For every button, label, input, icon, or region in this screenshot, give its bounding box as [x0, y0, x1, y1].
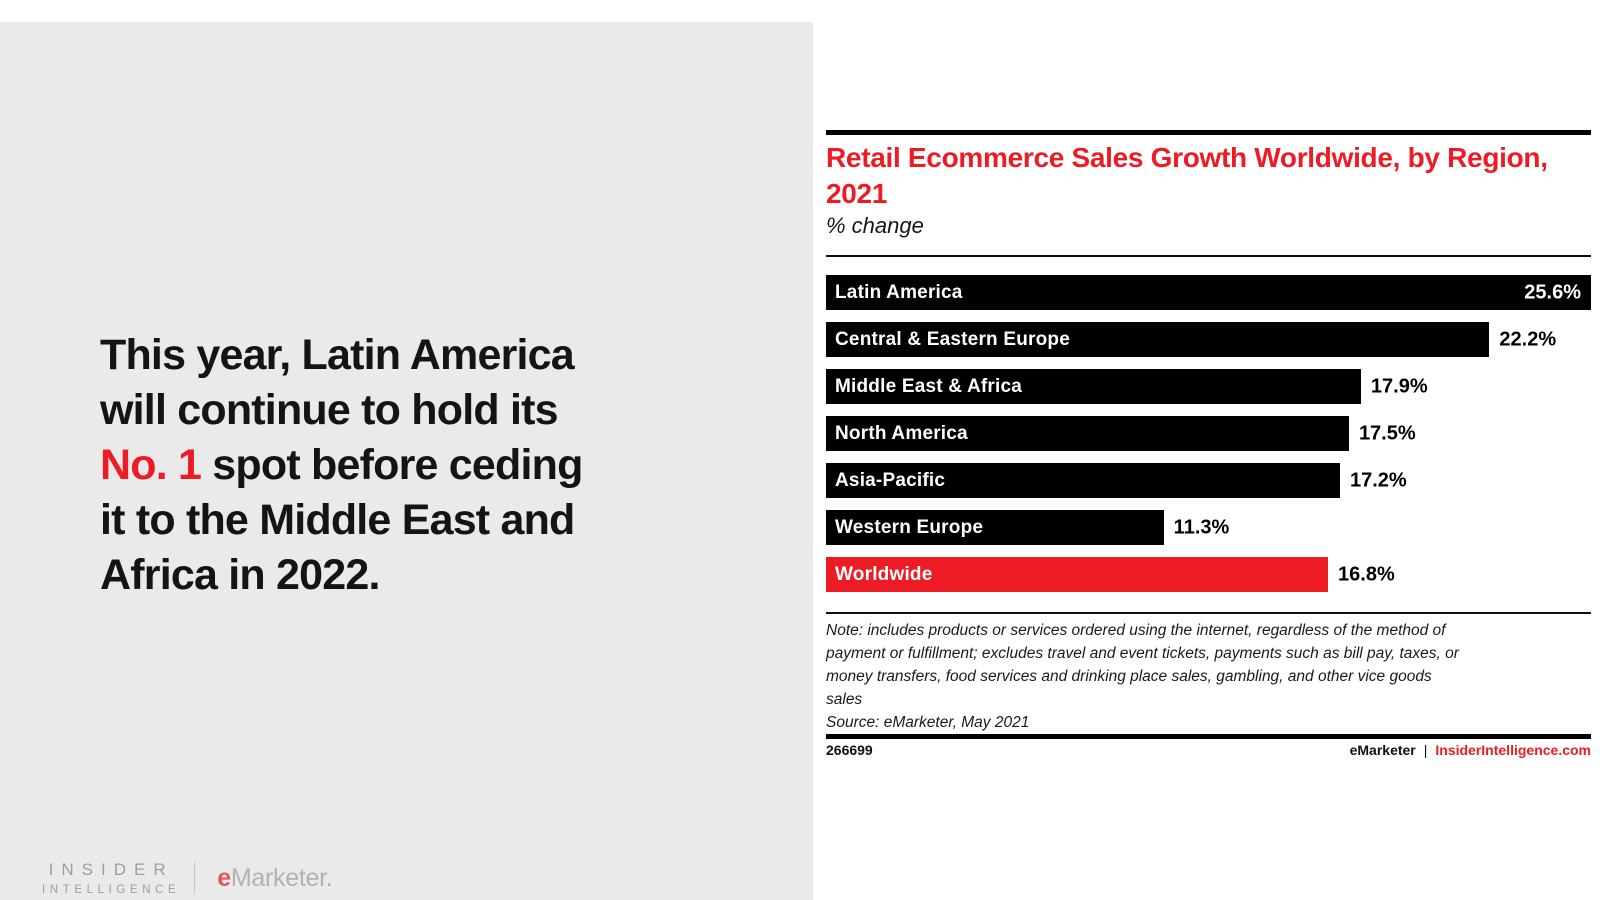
chart-source: Source: eMarketer, May 2021: [826, 714, 1030, 731]
bar: Asia-Pacific: [826, 463, 1340, 498]
bar: North America: [826, 416, 1349, 451]
chart-footer: 266699 eMarketer | InsiderIntelligence.c…: [826, 742, 1591, 758]
bar-label: Asia-Pacific: [835, 469, 946, 491]
footer-rule: [826, 734, 1591, 739]
note-rule: [826, 612, 1591, 614]
emarketer-logo-rest: Marketer.: [230, 863, 333, 892]
left-panel: This year, Latin America will continue to…: [0, 22, 813, 900]
quote-text: This year, Latin America will continue to…: [100, 328, 740, 603]
bar: Middle East & Africa: [826, 369, 1361, 404]
bar-value: 17.2%: [1349, 469, 1407, 491]
bar-value: 11.3%: [1173, 516, 1230, 538]
bar-row: 17.2% Asia-Pacific: [826, 463, 1591, 498]
bar-value: 17.5%: [1358, 422, 1416, 444]
footer-brand-line: eMarketer | InsiderIntelligence.com: [1350, 742, 1591, 758]
bar-label: Middle East & Africa: [835, 375, 1023, 397]
quote-line: it to the Middle East and: [100, 493, 740, 548]
quote-segment: it to the Middle East and: [100, 496, 575, 544]
quote-line: Africa in 2022.: [100, 548, 740, 603]
insider-logo-line1: INSIDER: [48, 860, 174, 879]
bar-row: 11.3% Western Europe: [826, 510, 1591, 545]
chart-subtitle: % change: [826, 213, 924, 238]
bar-row: 16.8% Worldwide: [826, 557, 1591, 592]
bar: Latin America 25.6%: [826, 275, 1591, 310]
bar-chart: Latin America 25.6% 22.2% Central & Eastern…: [826, 275, 1591, 604]
chart-panel: Retail Ecommerce Sales Growth Worldwide,…: [813, 0, 1600, 900]
top-rule: [826, 130, 1591, 135]
bar-label: Worldwide: [835, 563, 933, 585]
quote-segment: This year, Latin America: [100, 331, 575, 379]
bar-value: 16.8%: [1338, 563, 1395, 585]
emarketer-logo: eMarketer.: [217, 864, 332, 893]
bar-value: 22.2%: [1499, 328, 1557, 350]
quote-segment: will continue to hold its: [100, 386, 559, 434]
quote-line: This year, Latin America: [100, 328, 740, 383]
note-block: Note: includes products or services orde…: [826, 619, 1591, 734]
bar-label: Western Europe: [835, 516, 984, 538]
bar-label: Central & Eastern Europe: [835, 328, 1070, 350]
quote-line: No. 1 spot before ceding: [100, 438, 740, 493]
insider-logo-line2: INTELLIGENCE: [42, 884, 181, 896]
bar: Western Europe: [826, 510, 1164, 545]
bar: Central & Eastern Europe: [826, 322, 1490, 357]
footer-pipe: |: [1423, 742, 1428, 758]
insider-intelligence-logo: INSIDER INTELLIGENCE: [42, 860, 180, 896]
bar-label: North America: [835, 422, 968, 444]
emarketer-logo-e: e: [217, 863, 231, 892]
bar-row: 17.9% Middle East & Africa: [826, 369, 1591, 404]
header-rule: [826, 255, 1591, 257]
chart-title: Retail Ecommerce Sales Growth Worldwide,…: [826, 142, 1548, 209]
bar-row: 17.5% North America: [826, 416, 1591, 451]
footer-site-link[interactable]: InsiderIntelligence.com: [1435, 742, 1591, 758]
chart-id: 266699: [826, 742, 873, 758]
bar-value: 25.6%: [1524, 281, 1581, 303]
bar: Worldwide: [826, 557, 1329, 592]
bar-value: 17.9%: [1370, 375, 1428, 397]
quote-line: will continue to hold its: [100, 383, 740, 438]
quote-segment: Africa in 2022.: [100, 551, 380, 599]
bar-label: Latin America: [835, 281, 963, 303]
chart-note: Note: includes products or services orde…: [826, 622, 1459, 708]
quote-segment: spot before ceding: [201, 441, 583, 489]
bar-row: Latin America 25.6%: [826, 275, 1591, 310]
quote-highlight: No. 1: [100, 441, 202, 489]
logo-divider: [194, 862, 196, 894]
brand-logos: INSIDER INTELLIGENCE eMarketer.: [42, 860, 333, 896]
bar-row: 22.2% Central & Eastern Europe: [826, 322, 1591, 357]
footer-brand: eMarketer: [1349, 742, 1416, 758]
